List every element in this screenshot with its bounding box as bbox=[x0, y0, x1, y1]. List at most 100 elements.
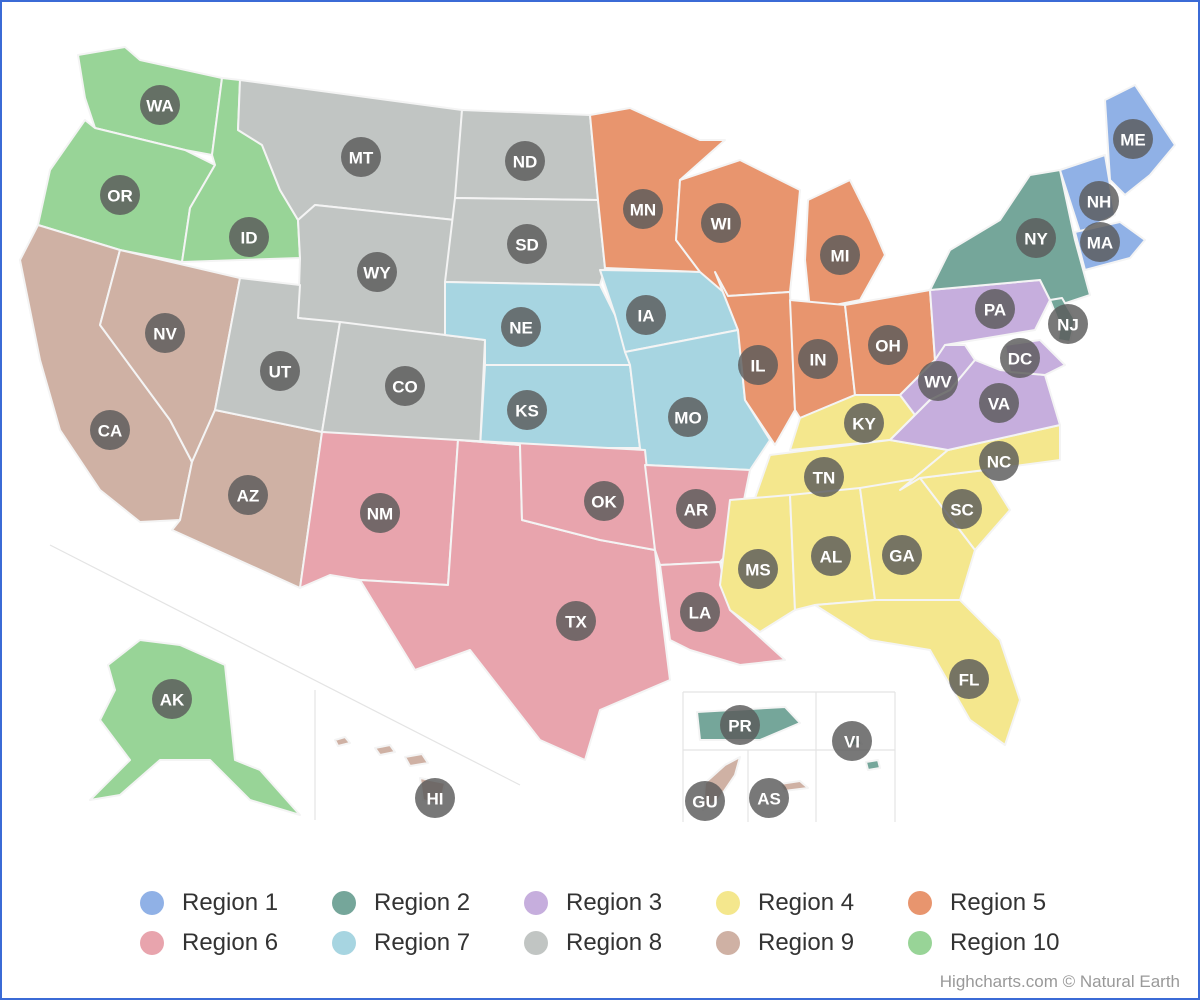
state-bubble-wi[interactable] bbox=[701, 203, 741, 243]
state-label-fl: FL bbox=[959, 671, 980, 690]
state-label-nm: NM bbox=[367, 505, 393, 524]
state-bubble-va[interactable] bbox=[979, 383, 1019, 423]
legend-marker bbox=[140, 931, 164, 955]
state-label-mt: MT bbox=[349, 149, 374, 168]
state-bubble-mn[interactable] bbox=[623, 189, 663, 229]
state-bubble-mo[interactable] bbox=[668, 397, 708, 437]
state-label-la: LA bbox=[689, 604, 712, 623]
state-bubble-wy[interactable] bbox=[357, 252, 397, 292]
state-bubble-tx[interactable] bbox=[556, 601, 596, 641]
state-bubble-il[interactable] bbox=[738, 345, 778, 385]
legend-label: Region 7 bbox=[374, 929, 471, 956]
state-bubble-hi[interactable] bbox=[415, 778, 455, 818]
state-bubble-ut[interactable] bbox=[260, 351, 300, 391]
state-bubble-fl[interactable] bbox=[949, 659, 989, 699]
state-bubble-nm[interactable] bbox=[360, 493, 400, 533]
state-bubble-as[interactable] bbox=[749, 778, 789, 818]
state-bubble-pr[interactable] bbox=[720, 705, 760, 745]
legend-label: Region 4 bbox=[758, 889, 855, 916]
legend-item-region-2[interactable]: Region 2 bbox=[332, 884, 524, 922]
legend-item-region-3[interactable]: Region 3 bbox=[524, 884, 716, 922]
state-ks[interactable] bbox=[479, 364, 641, 449]
state-label-ms: MS bbox=[745, 561, 771, 580]
state-bubble-nc[interactable] bbox=[979, 441, 1019, 481]
state-bubble-nv[interactable] bbox=[145, 313, 185, 353]
state-bubble-ma[interactable] bbox=[1080, 222, 1120, 262]
state-bubble-ok[interactable] bbox=[584, 481, 624, 521]
state-bubble-wv[interactable] bbox=[918, 361, 958, 401]
state-bubble-pa[interactable] bbox=[975, 289, 1015, 329]
legend-label: Region 6 bbox=[182, 929, 279, 956]
state-bubble-ky[interactable] bbox=[844, 403, 884, 443]
state-bubble-nd[interactable] bbox=[505, 141, 545, 181]
state-bubble-me[interactable] bbox=[1113, 119, 1153, 159]
state-label-sd: SD bbox=[515, 236, 539, 255]
legend-item-region-10[interactable]: Region 10 bbox=[908, 924, 1100, 962]
state-bubble-az[interactable] bbox=[228, 475, 268, 515]
credits-link[interactable]: Highcharts.com © Natural Earth bbox=[939, 972, 1180, 991]
state-label-ne: NE bbox=[509, 319, 533, 338]
state-label-ar: AR bbox=[684, 501, 709, 520]
state-label-pa: PA bbox=[984, 301, 1006, 320]
state-bubble-mi[interactable] bbox=[820, 235, 860, 275]
state-label-gu: GU bbox=[692, 793, 718, 812]
state-bubble-or[interactable] bbox=[100, 175, 140, 215]
state-bubble-id[interactable] bbox=[229, 217, 269, 257]
state-label-oh: OH bbox=[875, 337, 901, 356]
state-label-ny: NY bbox=[1024, 230, 1048, 249]
state-bubble-al[interactable] bbox=[811, 536, 851, 576]
state-bubble-ca[interactable] bbox=[90, 410, 130, 450]
legend-item-region-9[interactable]: Region 9 bbox=[716, 924, 908, 962]
state-bubble-tn[interactable] bbox=[804, 457, 844, 497]
legend-label: Region 8 bbox=[566, 929, 663, 956]
legend-item-region-7[interactable]: Region 7 bbox=[332, 924, 524, 962]
state-bubble-ks[interactable] bbox=[507, 390, 547, 430]
state-label-id: ID bbox=[241, 229, 258, 248]
legend-item-region-6[interactable]: Region 6 bbox=[140, 924, 332, 962]
state-label-ia: IA bbox=[638, 307, 655, 326]
state-labels: WA OR ID AK CA NV AZ HI GU AS MT WY UT CO ND SD NE KS IA MO… bbox=[90, 85, 1153, 821]
legend-item-region-8[interactable]: Region 8 bbox=[524, 924, 716, 962]
legend-marker bbox=[332, 931, 356, 955]
state-bubble-wa[interactable] bbox=[140, 85, 180, 125]
state-bubble-in[interactable] bbox=[798, 339, 838, 379]
state-bubble-nh[interactable] bbox=[1079, 181, 1119, 221]
state-label-va: VA bbox=[988, 395, 1010, 414]
legend-label: Region 3 bbox=[566, 889, 663, 916]
legend-label: Region 9 bbox=[758, 929, 855, 956]
legend-item-region-1[interactable]: Region 1 bbox=[140, 884, 332, 922]
state-bubble-co[interactable] bbox=[385, 366, 425, 406]
legend-item-region-5[interactable]: Region 5 bbox=[908, 884, 1100, 922]
state-bubble-nj[interactable] bbox=[1048, 304, 1088, 344]
state-bubble-dc[interactable] bbox=[1000, 338, 1040, 378]
state-fl[interactable] bbox=[814, 599, 1021, 746]
us-regions-map: WA OR ID AK CA NV AZ HI GU AS MT WY UT CO ND SD NE KS IA MO… bbox=[19, 46, 1176, 822]
legend-marker bbox=[524, 891, 548, 915]
state-label-tn: TN bbox=[813, 469, 836, 488]
state-ok[interactable] bbox=[457, 439, 656, 551]
legend-item-region-4[interactable]: Region 4 bbox=[716, 884, 908, 922]
state-bubble-ak[interactable] bbox=[152, 679, 192, 719]
state-label-wy: WY bbox=[363, 264, 391, 283]
state-label-ut: UT bbox=[269, 363, 292, 382]
state-label-al: AL bbox=[820, 548, 843, 567]
legend-marker bbox=[716, 931, 740, 955]
state-bubble-sd[interactable] bbox=[507, 224, 547, 264]
state-bubble-ny[interactable] bbox=[1016, 218, 1056, 258]
state-bubble-mt[interactable] bbox=[341, 137, 381, 177]
state-bubble-ar[interactable] bbox=[676, 489, 716, 529]
state-ak[interactable] bbox=[89, 639, 301, 816]
legend-marker bbox=[140, 891, 164, 915]
state-label-mn: MN bbox=[630, 201, 656, 220]
state-bubble-vi[interactable] bbox=[832, 721, 872, 761]
state-bubble-ga[interactable] bbox=[882, 535, 922, 575]
legend-marker bbox=[908, 931, 932, 955]
state-ny[interactable] bbox=[929, 169, 1091, 306]
state-bubble-oh[interactable] bbox=[868, 325, 908, 365]
state-bubble-sc[interactable] bbox=[942, 489, 982, 529]
state-bubble-ms[interactable] bbox=[738, 549, 778, 589]
state-bubble-la[interactable] bbox=[680, 592, 720, 632]
state-bubble-ne[interactable] bbox=[501, 307, 541, 347]
state-bubble-gu[interactable] bbox=[685, 781, 725, 821]
state-bubble-ia[interactable] bbox=[626, 295, 666, 335]
